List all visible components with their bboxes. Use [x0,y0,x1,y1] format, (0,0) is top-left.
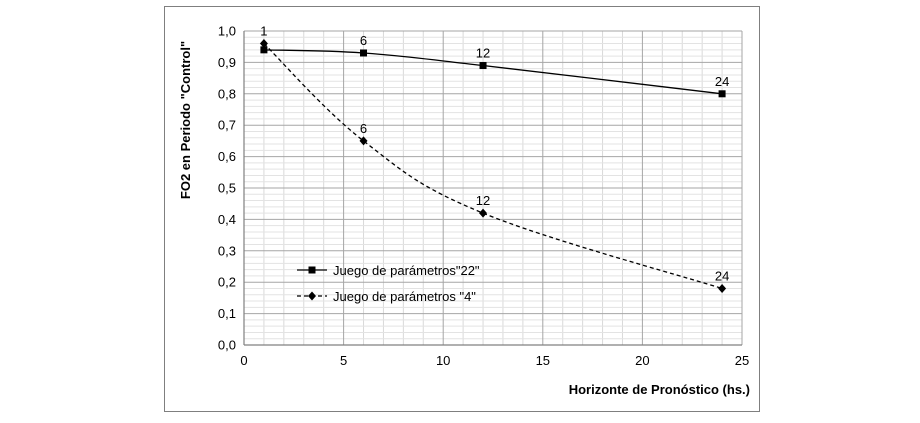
y-tick-label: 0,1 [218,306,236,321]
y-tick-label: 0,6 [218,149,236,164]
legend-marker-1 [308,266,316,274]
series-2-marker [479,208,488,218]
x-tick-label: 5 [340,353,347,368]
data-label: 24 [715,268,729,283]
legend-label-1: Juego de parámetros"22" [333,263,480,278]
series-2-marker [259,39,268,49]
series-line-1 [263,49,723,95]
data-label: 12 [476,46,490,61]
data-label: 6 [360,121,367,136]
y-tick-label: 0,3 [218,243,236,258]
y-tick-label: 1,0 [218,24,236,39]
y-tick-label: 0,4 [218,212,236,227]
data-label: 6 [360,33,367,48]
y-tick-label: 0,2 [218,275,236,290]
x-tick-label: 20 [635,353,649,368]
y-axis-title: FO2 en Periodo "Control" [178,41,193,199]
y-tick-label: 0,8 [218,86,236,101]
series-line-2 [263,43,723,290]
series-1-marker [260,46,268,54]
y-tick-label: 0,7 [218,118,236,133]
chart-frame [164,6,760,412]
x-tick-labels: 0 5 10 15 20 25 [240,353,749,368]
y-tick-labels: 0,0 0,1 0,2 0,3 0,4 0,5 0,6 0,7 0,8 0,9 1,0 [218,24,236,353]
y-tick-label: 0,5 [218,181,236,196]
data-label: 24 [715,74,729,89]
y-tick-label: 0,9 [218,55,236,70]
series-1-marker [360,49,368,57]
x-tick-label: 15 [536,353,550,368]
series-1-marker [718,90,726,98]
y-tick-label: 0,0 [218,338,236,353]
series-group [259,39,727,293]
data-labels: 6 12 24 1 6 12 24 [260,24,729,284]
series-2-marker [359,136,368,146]
x-tick-label: 10 [436,353,450,368]
series-2-marker [718,283,727,293]
x-tick-label: 25 [735,353,749,368]
series-1-marker [479,62,487,70]
legend: Juego de parámetros"22" Juego de parámetr… [297,263,480,304]
data-label: 1 [260,24,267,39]
major-gridlines [244,30,743,345]
x-tick-label: 0 [240,353,247,368]
legend-label-2: Juego de parámetros "4" [333,289,476,304]
axes [243,31,742,346]
x-axis-title: Horizonte de Pronóstico (hs.) [569,382,750,397]
data-label: 12 [476,193,490,208]
legend-marker-2 [308,291,316,301]
